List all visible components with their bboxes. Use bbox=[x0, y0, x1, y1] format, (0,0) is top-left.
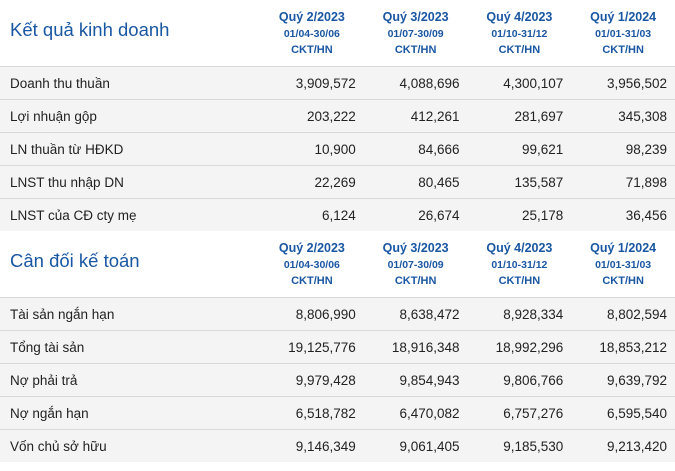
section-header: Kết quả kinh doanh Quý 2/2023 01/04-30/06 C… bbox=[0, 0, 675, 66]
value-cell: 19,125,776 bbox=[288, 339, 356, 355]
row-label: Lợi nhuận gộp bbox=[10, 108, 97, 124]
value-cell: 6,757,276 bbox=[503, 405, 564, 421]
period-column-header: Quý 3/2023 01/07-30/09 CKT/HN bbox=[364, 0, 468, 66]
period-column-header: Quý 1/2024 01/01-31/03 CKT/HN bbox=[571, 231, 675, 297]
row-label: Nợ ngắn hạn bbox=[10, 405, 89, 421]
date-range-label: 01/10-31/12 bbox=[491, 27, 548, 40]
quarter-label: Quý 4/2023 bbox=[486, 9, 553, 24]
value-cell: 18,992,296 bbox=[495, 339, 564, 355]
row-label: LN thuần từ HĐKD bbox=[10, 141, 124, 157]
value-cell: 36,456 bbox=[625, 207, 667, 223]
value-cell: 9,639,792 bbox=[606, 372, 667, 388]
value-cell: 9,061,405 bbox=[399, 438, 460, 454]
table-row: Nợ ngắn hạn 6,518,782 6,470,082 6,757,276 6,… bbox=[0, 396, 675, 429]
quarter-label: Quý 2/2023 bbox=[278, 9, 345, 24]
value-cell: 8,806,990 bbox=[295, 306, 356, 322]
value-cell: 412,261 bbox=[410, 108, 460, 124]
table-row: LNST thu nhập DN 22,269 80,465 135,587 71,89… bbox=[0, 165, 675, 198]
table-row: Lợi nhuận gộp 203,222 412,261 281,697 345,30… bbox=[0, 99, 675, 132]
date-range-label: 01/01-31/03 bbox=[595, 27, 652, 40]
value-cell: 80,465 bbox=[418, 174, 460, 190]
quarter-label: Quý 3/2023 bbox=[382, 240, 449, 255]
audit-status-label: CKT/HN bbox=[291, 274, 333, 287]
quarter-label: Quý 1/2024 bbox=[590, 240, 657, 255]
value-cell: 6,470,082 bbox=[399, 405, 460, 421]
value-cell: 8,928,334 bbox=[503, 306, 564, 322]
value-cell: 9,146,349 bbox=[295, 438, 356, 454]
row-label: Tài sản ngắn hạn bbox=[10, 306, 115, 322]
row-label: Vốn chủ sở hữu bbox=[10, 438, 107, 454]
quarter-label: Quý 1/2024 bbox=[590, 9, 657, 24]
audit-status-label: CKT/HN bbox=[291, 43, 333, 56]
row-label: Nợ phải trả bbox=[10, 372, 78, 388]
balance-sheet-section: Cân đối kế toán Quý 2/2023 01/04-30/06 CKT/… bbox=[0, 231, 675, 462]
value-cell: 203,222 bbox=[306, 108, 356, 124]
value-cell: 3,909,572 bbox=[295, 75, 356, 91]
value-cell: 6,518,782 bbox=[295, 405, 356, 421]
value-cell: 3,956,502 bbox=[606, 75, 667, 91]
period-column-header: Quý 3/2023 01/07-30/09 CKT/HN bbox=[364, 231, 468, 297]
value-cell: 9,213,420 bbox=[606, 438, 667, 454]
row-label: Doanh thu thuần bbox=[10, 75, 110, 91]
period-column-header: Quý 1/2024 01/01-31/03 CKT/HN bbox=[571, 0, 675, 66]
audit-status-label: CKT/HN bbox=[602, 43, 644, 56]
date-range-label: 01/04-30/06 bbox=[283, 27, 340, 40]
value-cell: 26,674 bbox=[418, 207, 460, 223]
value-cell: 281,697 bbox=[514, 108, 564, 124]
value-cell: 9,854,943 bbox=[399, 372, 460, 388]
period-column-header: Quý 4/2023 01/10-31/12 CKT/HN bbox=[468, 0, 572, 66]
date-range-label: 01/10-31/12 bbox=[491, 258, 548, 271]
row-label: Tổng tài sản bbox=[10, 339, 85, 355]
value-cell: 6,124 bbox=[321, 207, 356, 223]
table-row: Tài sản ngắn hạn 8,806,990 8,638,472 8,928,… bbox=[0, 297, 675, 330]
table-row: LNST của CĐ cty mẹ 6,124 26,674 25,178 36,45… bbox=[0, 198, 675, 231]
value-cell: 22,269 bbox=[314, 174, 356, 190]
audit-status-label: CKT/HN bbox=[498, 43, 541, 56]
audit-status-label: CKT/HN bbox=[602, 274, 644, 287]
table-row: Nợ phải trả 9,979,428 9,854,943 9,806,766 9,… bbox=[0, 363, 675, 396]
section-title: Kết quả kinh doanh bbox=[10, 19, 170, 40]
audit-status-label: CKT/HN bbox=[394, 274, 437, 287]
value-cell: 8,802,594 bbox=[606, 306, 667, 322]
value-cell: 6,595,540 bbox=[606, 405, 667, 421]
value-cell: 9,185,530 bbox=[503, 438, 564, 454]
value-cell: 4,088,696 bbox=[399, 75, 460, 91]
value-cell: 10,900 bbox=[314, 141, 356, 157]
value-cell: 8,638,472 bbox=[399, 306, 460, 322]
period-column-header: Quý 4/2023 01/10-31/12 CKT/HN bbox=[468, 231, 572, 297]
value-cell: 4,300,107 bbox=[503, 75, 564, 91]
value-cell: 18,853,212 bbox=[599, 339, 667, 355]
income-statement-section: Kết quả kinh doanh Quý 2/2023 01/04-30/06 C… bbox=[0, 0, 675, 231]
table-row: LN thuần từ HĐKD 10,900 84,666 99,621 98,239 bbox=[0, 132, 675, 165]
date-range-label: 01/07-30/09 bbox=[387, 258, 444, 271]
table-row: Vốn chủ sở hữu 9,146,349 9,061,405 9,185,53… bbox=[0, 429, 675, 462]
audit-status-label: CKT/HN bbox=[498, 274, 541, 287]
table-row: Tổng tài sản 19,125,776 18,916,348 18,992,2… bbox=[0, 330, 675, 363]
period-column-header: Quý 2/2023 01/04-30/06 CKT/HN bbox=[260, 231, 364, 297]
date-range-label: 01/07-30/09 bbox=[387, 27, 444, 40]
section-header: Cân đối kế toán Quý 2/2023 01/04-30/06 CKT/… bbox=[0, 231, 675, 297]
date-range-label: 01/04-30/06 bbox=[283, 258, 340, 271]
value-cell: 9,806,766 bbox=[503, 372, 564, 388]
value-cell: 18,916,348 bbox=[391, 339, 460, 355]
value-cell: 84,666 bbox=[418, 141, 460, 157]
table-row: Doanh thu thuần 3,909,572 4,088,696 4,300,1… bbox=[0, 66, 675, 99]
value-cell: 9,979,428 bbox=[295, 372, 356, 388]
value-cell: 99,621 bbox=[521, 141, 564, 157]
quarter-label: Quý 2/2023 bbox=[278, 240, 345, 255]
section-title: Cân đối kế toán bbox=[10, 250, 140, 271]
value-cell: 25,178 bbox=[521, 207, 564, 223]
row-label: LNST thu nhập DN bbox=[10, 174, 124, 190]
audit-status-label: CKT/HN bbox=[394, 43, 437, 56]
row-label: LNST của CĐ cty mẹ bbox=[10, 207, 137, 223]
value-cell: 71,898 bbox=[625, 174, 667, 190]
quarter-label: Quý 3/2023 bbox=[382, 9, 449, 24]
value-cell: 345,308 bbox=[618, 108, 667, 124]
period-column-header: Quý 2/2023 01/04-30/06 CKT/HN bbox=[260, 0, 364, 66]
value-cell: 98,239 bbox=[625, 141, 667, 157]
date-range-label: 01/01-31/03 bbox=[595, 258, 652, 271]
value-cell: 135,587 bbox=[514, 174, 564, 190]
quarter-label: Quý 4/2023 bbox=[486, 240, 553, 255]
